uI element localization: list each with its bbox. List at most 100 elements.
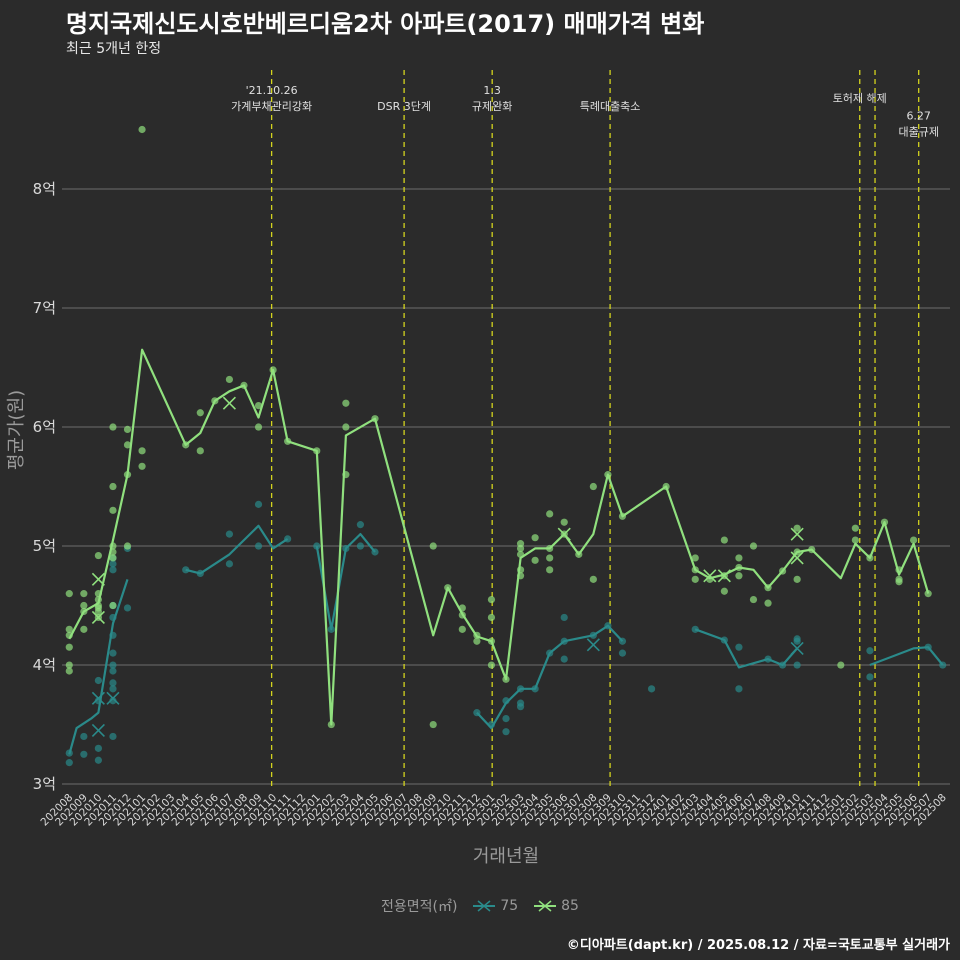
cross-marker: [91, 723, 105, 738]
data-point: [94, 756, 102, 764]
cross-marker: [91, 610, 105, 625]
data-point: [138, 447, 146, 455]
data-point: [764, 599, 772, 607]
data-point: [356, 542, 365, 550]
data-point: [487, 595, 496, 604]
data-point: [735, 685, 743, 693]
data-point: [254, 500, 263, 508]
cross-marker: [790, 551, 804, 565]
data-point: [109, 732, 117, 741]
data-point: [80, 750, 88, 758]
data-point: [516, 703, 525, 711]
series-75: [65, 500, 947, 767]
data-point: [749, 542, 758, 550]
data-point: [94, 744, 102, 752]
data-point: [735, 572, 743, 580]
data-point: [65, 667, 73, 675]
data-point: [109, 649, 117, 657]
data-point: [254, 402, 263, 410]
data-point: [924, 590, 932, 598]
data-point: [80, 625, 88, 633]
cross-marker: [717, 569, 731, 583]
event-label: 토허제 해제: [833, 91, 887, 105]
data-point: [254, 542, 263, 550]
data-point: [691, 575, 699, 583]
y-tick-label: 4억: [33, 656, 56, 674]
y-tick-label: 8억: [33, 180, 56, 198]
data-point: [138, 125, 146, 134]
data-point: [749, 595, 758, 604]
data-point: [109, 661, 117, 669]
data-point: [138, 462, 146, 470]
data-point: [895, 578, 903, 586]
data-point: [531, 534, 539, 542]
legend-label-85: 85: [561, 898, 579, 914]
data-point: [487, 661, 496, 669]
data-point: [531, 556, 539, 564]
data-point: [516, 544, 525, 553]
gridlines: [62, 188, 950, 785]
data-point: [123, 441, 132, 449]
series-layer: [65, 125, 947, 767]
series-line: [694, 628, 798, 669]
data-point: [225, 530, 234, 538]
data-point: [866, 647, 874, 655]
source-caption: ©디아파트(dapt.kr) / 2025.08.12 / 자료=국토교통부 실…: [566, 938, 950, 953]
cross-marker: [790, 641, 804, 655]
data-point: [691, 554, 699, 562]
data-point: [109, 685, 117, 693]
data-point: [123, 542, 132, 550]
data-point: [618, 649, 627, 657]
data-point: [94, 551, 102, 560]
event-label: DSR 3단계: [377, 100, 431, 113]
event-label: 6.27 대출규제: [898, 110, 938, 139]
event-label: 특례대출축소: [580, 100, 641, 113]
y-tick-label: 7억: [33, 299, 56, 317]
data-point: [65, 661, 73, 669]
data-point: [560, 613, 568, 622]
data-point: [910, 536, 918, 544]
legend-title: 전용면적(㎡): [381, 899, 458, 915]
data-point: [65, 759, 73, 767]
x-axis-title: 거래년월: [473, 846, 539, 867]
cross-marker: [703, 569, 717, 583]
data-point: [851, 536, 859, 544]
event-label: '21.10.26 가계부채관리강화: [231, 84, 312, 113]
legend-swatch-75: [472, 900, 495, 912]
data-point: [342, 399, 350, 407]
data-point: [109, 667, 117, 675]
legend-label-75: 75: [500, 898, 519, 914]
cross-marker: [91, 572, 105, 586]
data-point: [546, 554, 554, 562]
series-line: [68, 579, 129, 755]
axes: 3억4억5억6억7억8억2020082020092020102020112020…: [6, 180, 949, 867]
y-tick-label: 5억: [33, 537, 56, 555]
data-point: [65, 625, 73, 633]
y-tick-label: 6억: [33, 418, 56, 436]
data-point: [589, 482, 597, 491]
data-point: [793, 575, 801, 583]
data-point: [94, 676, 102, 685]
data-point: [458, 625, 466, 633]
legend-swatch-85: [533, 900, 556, 912]
chart-subtitle: 최근 5개년 한정: [66, 41, 162, 57]
data-point: [254, 423, 263, 431]
cross-marker: [557, 527, 571, 541]
event-markers: '21.10.26 가계부채관리강화 DSR 3단계 1.3 규제완화 특례대출축소 토허제…: [231, 70, 939, 790]
data-point: [793, 661, 801, 669]
data-point: [109, 554, 117, 562]
series-85: [65, 125, 932, 729]
series-line: [315, 532, 376, 631]
data-point: [735, 554, 743, 562]
series-line: [68, 348, 930, 726]
data-point: [123, 604, 132, 612]
data-point: [109, 566, 117, 574]
data-point: [109, 423, 117, 431]
data-point: [196, 409, 204, 417]
cross-marker: [222, 396, 236, 410]
data-point: [546, 510, 554, 518]
data-point: [560, 518, 568, 526]
series-line: [476, 624, 624, 730]
data-point: [123, 425, 132, 434]
data-point: [109, 560, 117, 568]
